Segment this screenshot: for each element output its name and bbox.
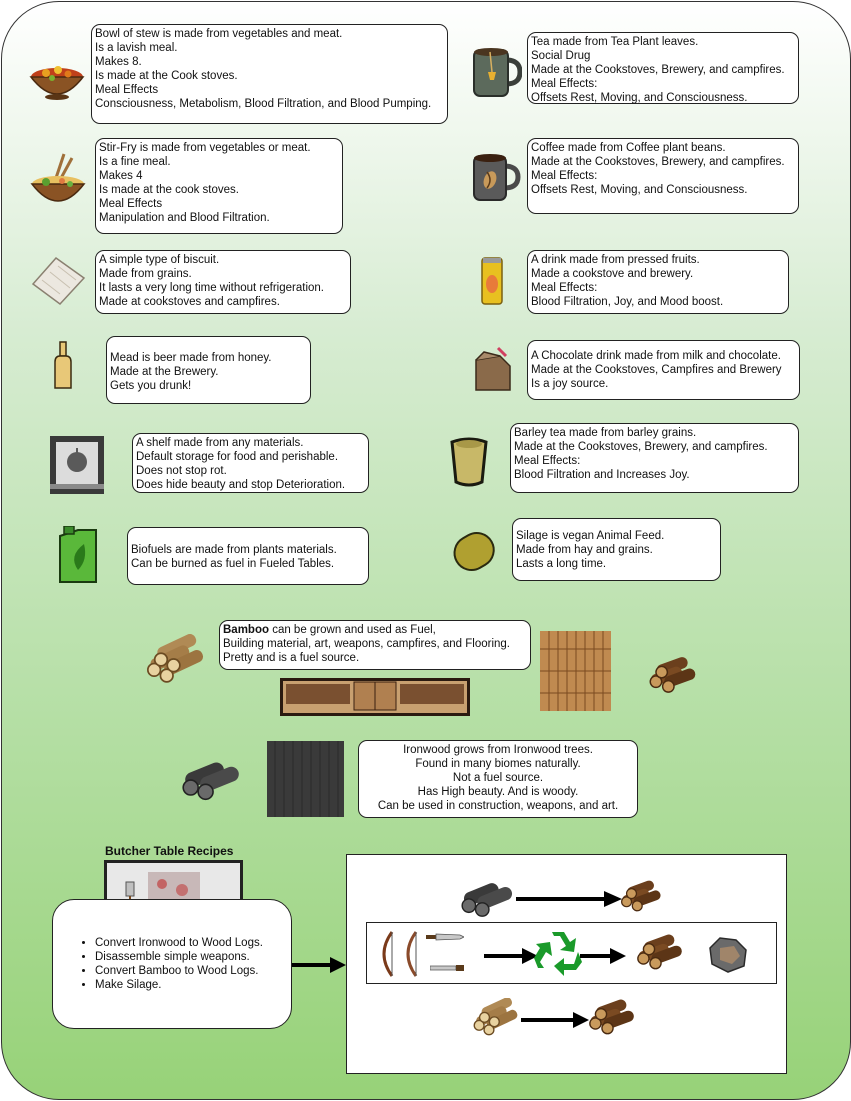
silage-description: Silage is vegan Animal Feed. Made from ha… [512, 518, 721, 581]
weapons-disassembly-row [366, 922, 777, 984]
bow-icon [400, 930, 424, 978]
wood-logs-icon [588, 994, 640, 1040]
wood-logs-icon [645, 655, 705, 695]
arrow-right-icon [521, 1011, 589, 1029]
arrow-right-icon [484, 947, 538, 965]
stir-fry-bowl-icon [28, 152, 88, 210]
stew-bowl-icon [28, 55, 86, 101]
knife-icon [426, 932, 464, 942]
ironwood-logs-icon [458, 876, 518, 920]
ironwood-description: Ironwood grows from Ironwood trees. Found… [358, 740, 638, 818]
tea-description: Tea made from Tea Plant leaves. Social Dr… [527, 32, 799, 104]
arrow-right-icon [516, 890, 622, 908]
barley-tea-cup-icon [448, 434, 490, 488]
chocolate-milk-carton-icon [470, 346, 518, 394]
biofuel-description: Biofuels are made from plants materials.… [127, 527, 369, 585]
barley-tea-description: Barley tea made from barley grains. Made … [510, 423, 799, 493]
recipe-list: Convert Ironwood to Wood Logs. Disassemb… [53, 936, 291, 992]
butcher-recipes-box: Convert Ironwood to Wood Logs. Disassemb… [52, 899, 292, 1029]
wood-logs-icon [620, 874, 666, 918]
arrow-right-icon [580, 947, 626, 965]
list-item: Make Silage. [95, 978, 291, 992]
tea-mug-icon [470, 42, 522, 100]
stone-chunk-icon [706, 934, 750, 974]
knife-icon [430, 964, 464, 972]
butcher-title: Butcher Table Recipes [105, 844, 234, 858]
bamboo-floor-icon [540, 631, 611, 711]
mead-bottle-icon [50, 340, 76, 392]
fuel-canister-icon [54, 526, 102, 586]
stir-fry-description: Stir-Fry is made from vegetables or meat… [95, 138, 343, 234]
wood-logs-icon [636, 928, 688, 976]
bow-icon [376, 930, 400, 978]
coffee-description: Coffee made from Coffee plant beans. Made… [527, 138, 799, 214]
coffee-mug-icon [470, 150, 522, 204]
list-item: Convert Ironwood to Wood Logs. [95, 936, 291, 950]
mead-description: Mead is beer made from honey. Made at the… [106, 336, 311, 404]
ironwood-floor-icon [267, 741, 344, 817]
biscuit-icon [30, 254, 88, 308]
bamboo-description: Bamboo can be grown and used as Fuel, Bu… [219, 620, 531, 670]
ironwood-logs-icon [180, 754, 244, 804]
juice-can-icon [478, 254, 506, 308]
silage-bale-icon [448, 524, 502, 576]
shelf-description: A shelf made from any materials. Default … [132, 433, 369, 493]
bamboo-bundle-icon [145, 634, 209, 692]
food-shelf-icon [48, 434, 106, 496]
arrow-right-icon [292, 956, 346, 974]
list-item: Disassemble simple weapons. [95, 950, 291, 964]
chocolate-description: A Chocolate drink made from milk and cho… [527, 340, 800, 400]
stew-description: Bowl of stew is made from vegetables and… [91, 24, 448, 124]
juice-description: A drink made from pressed fruits. Made a … [527, 250, 789, 314]
biscuit-description: A simple type of biscuit. Made from grain… [95, 250, 351, 314]
bamboo-furniture-icon [280, 678, 470, 716]
list-item: Convert Bamboo to Wood Logs. [95, 964, 291, 978]
bamboo-bundle-icon [472, 998, 522, 1042]
recycle-icon [532, 928, 584, 978]
